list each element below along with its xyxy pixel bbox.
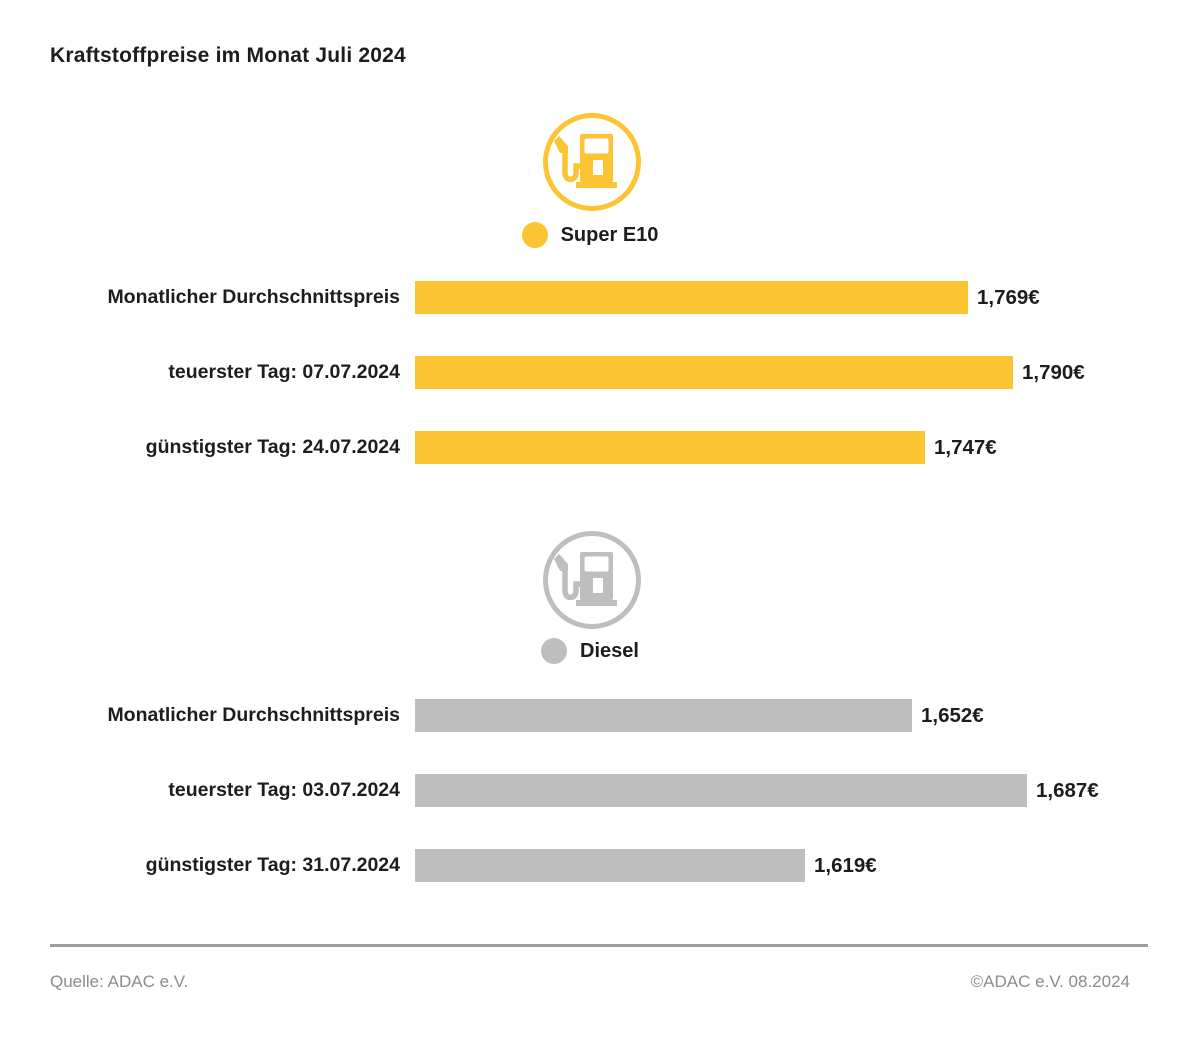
bar-row: Monatlicher Durchschnittspreis 1,652€ bbox=[0, 699, 1200, 732]
row-label: Monatlicher Durchschnittspreis bbox=[107, 286, 400, 308]
price-bar bbox=[415, 849, 805, 882]
legend-dot-diesel bbox=[541, 638, 568, 664]
bar-value: 1,687€ bbox=[1036, 778, 1099, 802]
legend-diesel: Diesel bbox=[440, 638, 740, 664]
bar-value: 1,747€ bbox=[934, 435, 997, 459]
bar-row: günstigster Tag: 31.07.2024 1,619€ bbox=[0, 849, 1200, 882]
bar-row: günstigster Tag: 24.07.2024 1,747€ bbox=[0, 431, 1200, 464]
row-label: Monatlicher Durchschnittspreis bbox=[107, 704, 400, 726]
fuel-pump-icon bbox=[540, 528, 644, 632]
bar-row: Monatlicher Durchschnittspreis 1,769€ bbox=[0, 281, 1200, 314]
legend-label-diesel: Diesel bbox=[580, 639, 639, 662]
price-bar bbox=[415, 431, 925, 464]
source-text: Quelle: ADAC e.V. bbox=[50, 972, 189, 991]
price-bar bbox=[415, 774, 1027, 807]
bar-row: teuerster Tag: 07.07.2024 1,790€ bbox=[0, 356, 1200, 389]
price-bar bbox=[415, 356, 1013, 389]
footer-divider bbox=[50, 944, 1148, 947]
legend-label-super: Super E10 bbox=[560, 223, 659, 246]
copyright-text: ©ADAC e.V. 08.2024 bbox=[970, 972, 1130, 991]
row-label: teuerster Tag: 07.07.2024 bbox=[168, 361, 400, 383]
page-title: Kraftstoffpreise im Monat Juli 2024 bbox=[50, 44, 406, 67]
row-label: günstigster Tag: 31.07.2024 bbox=[145, 854, 400, 876]
bar-value: 1,769€ bbox=[977, 285, 1040, 309]
legend-dot-super bbox=[521, 222, 548, 248]
legend-super-e10: Super E10 bbox=[440, 222, 740, 248]
row-label: teuerster Tag: 03.07.2024 bbox=[168, 779, 400, 801]
bar-value: 1,619€ bbox=[814, 853, 877, 877]
price-bar bbox=[415, 281, 968, 314]
fuel-pump-icon bbox=[540, 110, 644, 214]
bar-value: 1,652€ bbox=[921, 703, 984, 727]
bar-group-diesel: Monatlicher Durchschnittspreis 1,652€ teue… bbox=[0, 699, 1200, 924]
row-label: günstigster Tag: 24.07.2024 bbox=[145, 436, 400, 458]
bar-row: teuerster Tag: 03.07.2024 1,687€ bbox=[0, 774, 1200, 807]
bar-group-super-e10: Monatlicher Durchschnittspreis 1,769€ teue… bbox=[0, 281, 1200, 506]
price-bar bbox=[415, 699, 912, 732]
bar-value: 1,790€ bbox=[1022, 360, 1085, 384]
